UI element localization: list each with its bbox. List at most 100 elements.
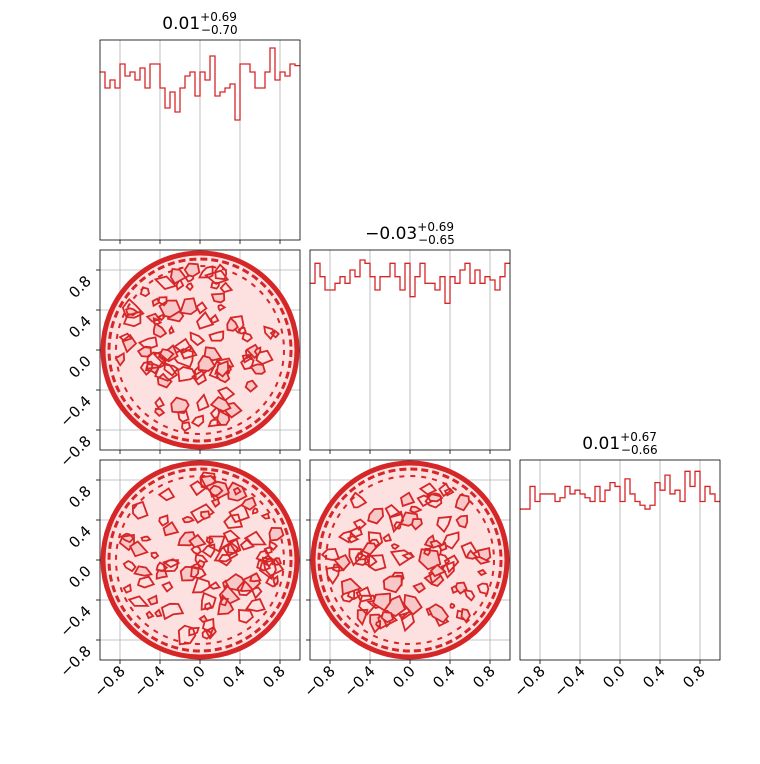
contour-blob xyxy=(253,346,262,358)
histogram-step-line xyxy=(310,259,510,304)
contour-blob xyxy=(189,331,206,347)
contour-blob xyxy=(372,592,392,612)
contour-blob xyxy=(145,610,155,620)
contour-blob xyxy=(121,333,138,354)
contour-ring xyxy=(115,475,285,645)
contour-blob xyxy=(258,559,277,580)
y-tick-label: 0.4 xyxy=(65,522,95,552)
contour-blob xyxy=(190,414,205,428)
histogram-step-line xyxy=(100,47,300,121)
contour-blob xyxy=(160,602,185,621)
contour-blob xyxy=(210,281,221,290)
y-tick-label: −0.8 xyxy=(56,432,94,470)
x-tick-label: −0.8 xyxy=(90,662,128,700)
contour-blob xyxy=(196,393,210,412)
contour-blob xyxy=(403,593,423,616)
contour-blob xyxy=(409,505,423,514)
contour-blob xyxy=(118,332,133,342)
contour-blob xyxy=(463,589,476,602)
x-tick-label: 0.8 xyxy=(259,662,289,692)
contour-blob xyxy=(256,560,272,572)
contour-blob xyxy=(228,502,250,524)
contour-panel-3: −0.8−0.4 0.0 0.4 0.8 xyxy=(56,249,301,471)
contour-blob xyxy=(179,344,198,360)
contour-blob xyxy=(240,355,255,371)
y-tick-label: −0.4 xyxy=(56,392,94,430)
contour-blob xyxy=(191,576,211,594)
contour-blob xyxy=(384,503,404,519)
contour-blob xyxy=(268,526,285,542)
histogram-panel-1: −0.03+0.69 −0.65 xyxy=(309,220,511,454)
contour-blob xyxy=(269,329,280,339)
contour-blob xyxy=(232,486,242,496)
x-tick-label: 0.0 xyxy=(179,662,209,692)
contour-blob xyxy=(263,325,276,341)
contour-blob xyxy=(361,542,378,556)
contour-blob xyxy=(251,507,259,515)
contour-blob xyxy=(260,512,271,520)
contour-blob xyxy=(216,409,231,427)
contour-blob xyxy=(177,410,190,423)
x-tick-label: −0.8 xyxy=(510,662,548,700)
x-tick-label: 0.0 xyxy=(599,662,629,692)
contour-blob xyxy=(162,559,180,573)
contour-blob xyxy=(476,546,492,562)
contour-blob xyxy=(114,351,126,367)
contour-blob xyxy=(127,595,150,607)
contour-blob xyxy=(201,628,214,640)
x-tick-label: 0.4 xyxy=(639,662,669,692)
contour-blob xyxy=(119,532,135,544)
contour-blob xyxy=(348,548,364,567)
contour-blob xyxy=(213,542,239,563)
contour-blob xyxy=(197,354,216,372)
contour-blob xyxy=(380,611,395,624)
contour-blob xyxy=(268,540,279,551)
contour-blob xyxy=(190,544,202,556)
contour-blob xyxy=(189,480,207,497)
contour-blob xyxy=(219,281,234,294)
contour-blob xyxy=(139,360,157,376)
contour-blob xyxy=(198,614,209,623)
contour-blob xyxy=(177,624,197,646)
contour-blob xyxy=(441,531,460,550)
contour-blob xyxy=(137,336,159,349)
contour-blob xyxy=(215,359,230,378)
contour-blob xyxy=(382,532,393,543)
y-tick-label: 0.0 xyxy=(65,352,95,382)
contour-blob xyxy=(162,521,180,537)
contour-blob xyxy=(222,529,241,544)
contour-blob xyxy=(429,539,444,549)
contour-blob xyxy=(173,337,193,354)
contour-blob xyxy=(436,515,453,534)
contour-blob xyxy=(358,594,377,616)
contour-blob xyxy=(163,363,179,377)
contour-blob xyxy=(443,554,460,574)
contour-blob xyxy=(122,559,137,573)
contour-blob xyxy=(418,482,438,496)
contour-blob xyxy=(476,568,488,577)
contour-blob xyxy=(190,565,207,580)
contour-blob xyxy=(197,265,214,279)
contour-blob xyxy=(244,598,266,613)
contour-blob xyxy=(201,617,215,635)
contour-blob xyxy=(152,316,163,326)
x-tick-label: 0.8 xyxy=(469,662,499,692)
y-tick-label: −0.8 xyxy=(56,642,94,680)
contour-ring xyxy=(107,257,293,443)
contour-blob xyxy=(181,421,192,433)
contour-lines xyxy=(310,460,510,660)
contour-blob xyxy=(204,480,231,500)
contour-blob xyxy=(476,582,490,595)
contour-blob xyxy=(129,540,149,558)
contour-blob xyxy=(249,572,262,583)
contour-blob xyxy=(210,497,221,508)
contour-blob xyxy=(249,363,266,375)
contour-blob xyxy=(390,543,401,550)
contour-blob xyxy=(265,576,279,588)
contour-blob xyxy=(399,491,416,508)
contour-blob xyxy=(195,310,215,330)
contour-blob xyxy=(181,515,195,524)
contour-blob xyxy=(209,396,232,413)
